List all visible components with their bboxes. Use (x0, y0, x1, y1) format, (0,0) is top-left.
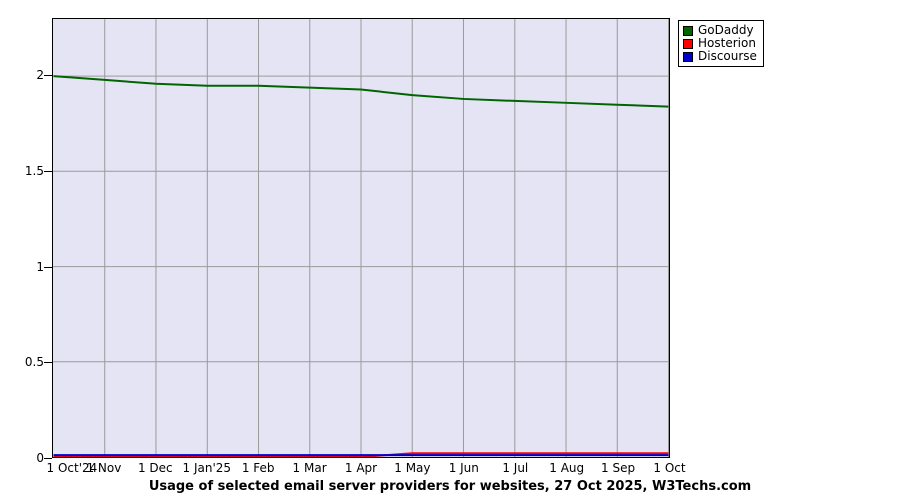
series-lines (53, 75, 669, 457)
y-tick-label: 1.5 (24, 164, 44, 179)
y-tick-label: 2 (36, 68, 44, 83)
y-tick-label: 1 (36, 259, 44, 274)
legend-item: Hosterion (683, 37, 757, 50)
legend-item: GoDaddy (683, 24, 757, 37)
x-tick-label: 1 Feb (241, 461, 275, 475)
x-tick-label: 1 Mar (292, 461, 327, 475)
y-axis: 0 0.5 1 1.5 2 (0, 18, 52, 465)
x-tick-label: 1 Jun (448, 461, 479, 475)
legend-swatch-hosterion (683, 38, 693, 49)
chart-legend: GoDaddy Hosterion Discourse (678, 20, 764, 67)
x-tick-label: 1 Oct (653, 461, 686, 475)
chart-caption: Usage of selected email server providers… (148, 479, 752, 494)
x-tick-label: 1 Jan'25 (182, 461, 232, 475)
x-tick-label: 1 May (394, 461, 431, 475)
y-tick-label: 0.5 (24, 355, 44, 370)
legend-swatch-godaddy (683, 25, 693, 36)
gridlines (53, 19, 669, 457)
x-tick-label: 1 Apr (344, 461, 378, 475)
y-tick-mark (44, 171, 52, 172)
y-tick-label: 0 (36, 451, 44, 465)
legend-item: Discourse (683, 50, 757, 63)
x-tick-label: 1 Jul (502, 461, 529, 475)
x-tick-label: 1 Nov (86, 461, 122, 475)
plot-area (52, 18, 670, 458)
legend-label: Hosterion (698, 36, 756, 50)
x-tick-label: 1 Oct'24 (46, 461, 98, 475)
y-tick-mark (44, 75, 52, 76)
legend-label: GoDaddy (698, 23, 754, 37)
x-tick-label: 1 Aug (549, 461, 585, 475)
x-tick-label: 1 Dec (137, 461, 173, 475)
legend-swatch-discourse (683, 51, 693, 62)
y-tick-mark (44, 362, 52, 363)
x-tick-label: 1 Sep (601, 461, 636, 475)
legend-label: Discourse (698, 49, 757, 63)
y-tick-mark (44, 458, 52, 459)
y-tick-mark (44, 267, 52, 268)
x-axis: 1 Oct'24 1 Nov 1 Dec 1 Jan'25 1 Feb 1 Mar 1 Ap… (0, 461, 900, 477)
